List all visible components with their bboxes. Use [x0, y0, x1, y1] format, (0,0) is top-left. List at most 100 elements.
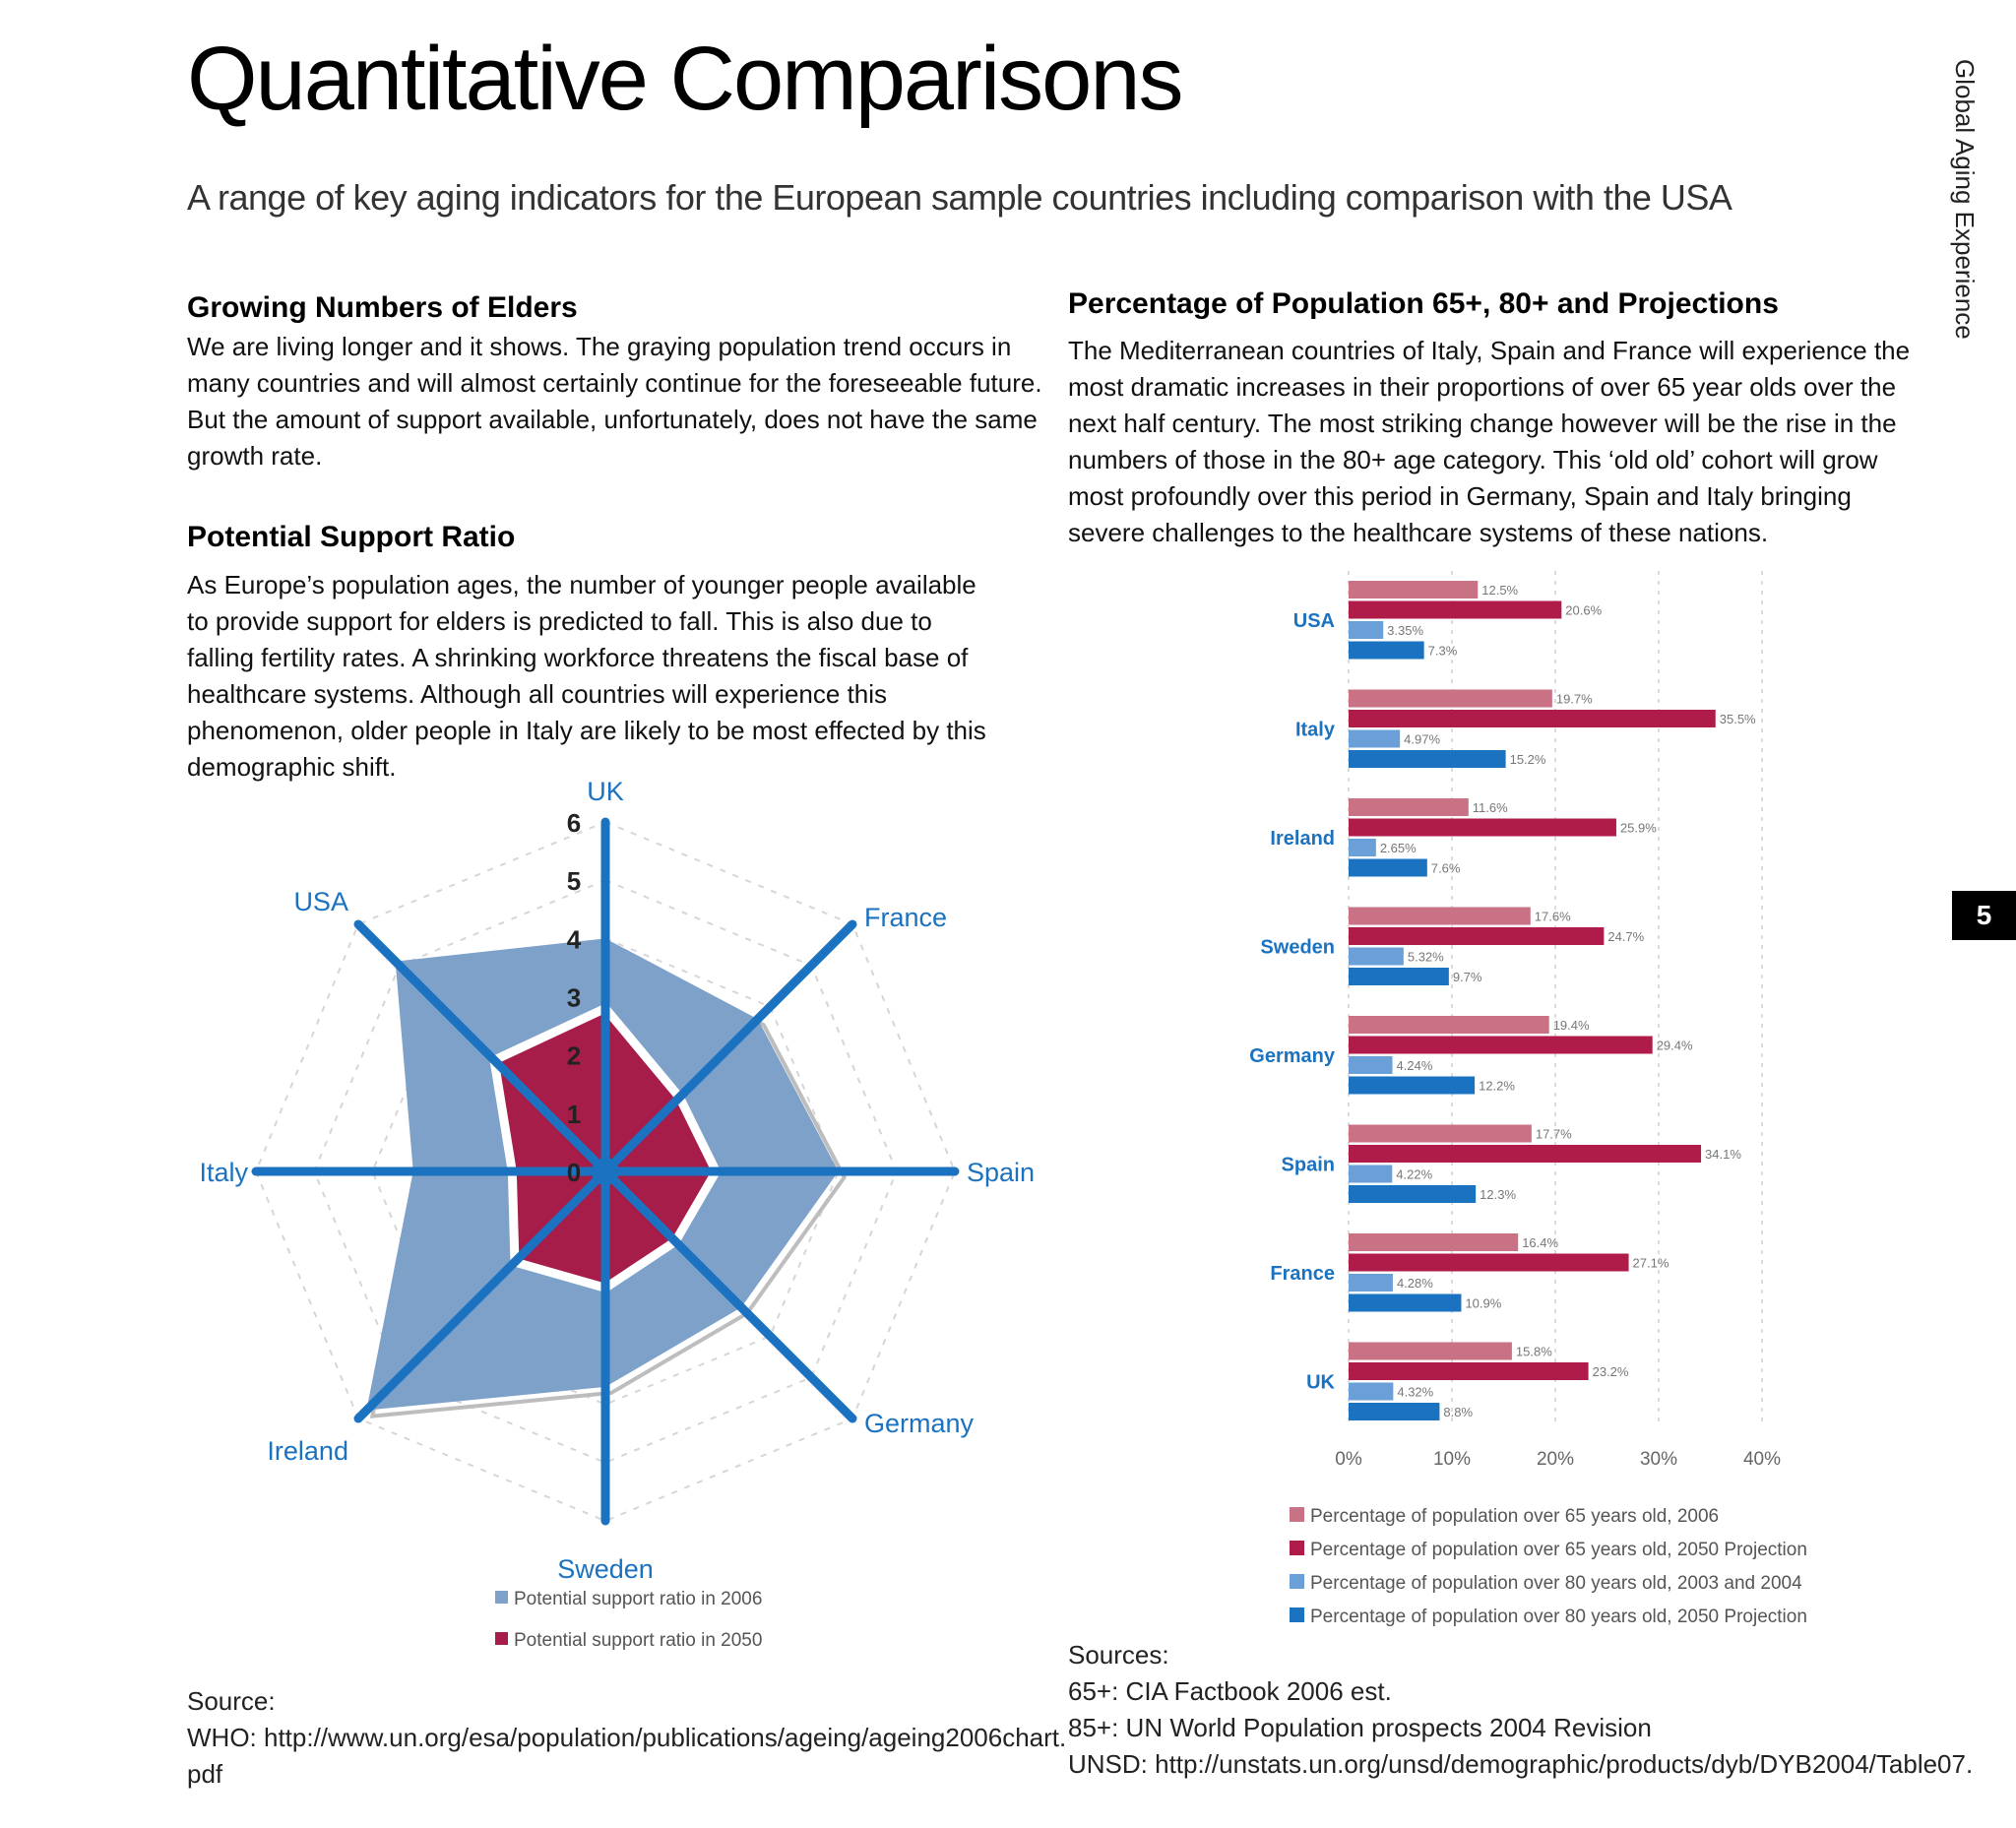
radar-legend-label-2: Potential support ratio in 2050: [514, 1630, 762, 1651]
bar-ireland-s3: [1349, 839, 1376, 856]
bar-label-usa-s3: 3.35%: [1387, 623, 1423, 638]
radar-tick-3: 3: [567, 983, 581, 1013]
radar-tick-4: 4: [567, 924, 582, 954]
page-number: 5: [1952, 891, 2016, 940]
left-source-label: Source:: [187, 1686, 276, 1716]
bar-label-spain-s1: 17.7%: [1536, 1127, 1572, 1142]
right-source2: 85+: UN World Population prospects 2004 …: [1068, 1713, 1652, 1742]
bar-france-s1: [1349, 1233, 1519, 1251]
bar-label-france-s3: 4.28%: [1397, 1276, 1433, 1291]
bar-xtick-1: 10%: [1433, 1449, 1471, 1470]
side-label-text: Global Aging Experience: [1950, 59, 1980, 340]
radar-tick-5: 5: [567, 866, 581, 896]
paragraph-support-ratio: As Europe’s population ages, the number …: [187, 570, 986, 782]
radar-label-usa: USA: [293, 887, 348, 916]
bar-usa-s1: [1349, 581, 1479, 599]
page-title: Quantitative Comparisons: [187, 29, 1183, 129]
bar-sweden-s2: [1349, 927, 1605, 945]
bar-label-uk-s3: 4.32%: [1397, 1385, 1433, 1400]
bar-france-s3: [1349, 1274, 1393, 1292]
bar-label-france-s2: 27.1%: [1633, 1256, 1670, 1271]
bar-category-uk: UK: [1306, 1372, 1335, 1394]
radar-axis-france: [600, 919, 857, 1176]
bar-category-france: France: [1270, 1263, 1335, 1285]
bar-chart: 0% 10% 20% 30% 40% USA 12.5% 20.6% 3.35% 7.3% Ital…: [1249, 571, 1807, 1627]
bar-label-usa-s1: 12.5%: [1481, 583, 1518, 598]
bar-spain-s2: [1349, 1145, 1702, 1163]
bar-sweden-s1: [1349, 907, 1531, 925]
bar-ireland-s1: [1349, 798, 1469, 816]
bar-label-spain-s2: 34.1%: [1705, 1147, 1741, 1162]
bar-label-uk-s2: 23.2%: [1593, 1364, 1629, 1379]
bar-ireland-s4: [1349, 858, 1427, 877]
page-subtitle: A range of key aging indicators for the …: [187, 177, 1732, 218]
bar-label-germany-s1: 19.4%: [1553, 1018, 1590, 1033]
bar-xtick-0: 0%: [1335, 1449, 1362, 1470]
bar-label-france-s1: 16.4%: [1522, 1235, 1558, 1250]
bar-label-ireland-s2: 25.9%: [1620, 821, 1657, 836]
bar-label-usa-s2: 20.6%: [1565, 603, 1602, 618]
bar-category-spain: Spain: [1282, 1155, 1335, 1176]
radar-axis-germany: [600, 1166, 857, 1423]
bar-label-sweden-s1: 17.6%: [1535, 910, 1571, 924]
radar-tick-1: 1: [567, 1100, 581, 1129]
paragraph-percentage: The Mediterranean countries of Italy, Sp…: [1068, 336, 1911, 547]
bar-category-ireland: Ireland: [1270, 828, 1335, 850]
bar-italy-s2: [1349, 710, 1716, 727]
bar-spain-s4: [1349, 1185, 1477, 1203]
bar-usa-s4: [1349, 641, 1424, 660]
bar-label-spain-s3: 4.22%: [1396, 1167, 1432, 1182]
bar-label-ireland-s4: 7.6%: [1431, 861, 1461, 876]
bar-legend-label-3: Percentage of population over 80 years o…: [1310, 1573, 1802, 1594]
side-label: Global Aging Experience: [1950, 59, 1993, 354]
bar-italy-s1: [1349, 689, 1552, 708]
radar-grid-ring: [254, 820, 957, 1523]
bar-xtick-3: 30%: [1640, 1449, 1677, 1470]
radar-legend-swatch-2: [495, 1632, 508, 1645]
bar-france-s4: [1349, 1293, 1462, 1312]
left-source-line2: pdf: [187, 1759, 223, 1789]
bar-spain-s3: [1349, 1165, 1393, 1183]
bar-legend-swatch-1: [1290, 1507, 1304, 1522]
radar-label-italy: Italy: [199, 1158, 248, 1187]
right-source3: UNSD: http://unstats.un.org/unsd/demogra…: [1068, 1749, 1974, 1779]
bar-germany-s1: [1349, 1016, 1549, 1034]
bar-label-italy-s1: 19.7%: [1556, 692, 1593, 707]
radar-legend-label-1: Potential support ratio in 2006: [514, 1589, 762, 1609]
radar-label-spain: Spain: [967, 1158, 1035, 1187]
bar-category-germany: Germany: [1249, 1045, 1336, 1067]
heading-support-ratio: Potential Support Ratio: [187, 521, 516, 553]
radar-label-sweden: Sweden: [557, 1554, 654, 1584]
bar-label-france-s4: 10.9%: [1465, 1296, 1501, 1311]
bar-germany-s3: [1349, 1056, 1393, 1074]
left-source-line1: WHO: http://www.un.org/esa/population/pu…: [187, 1723, 1067, 1752]
bar-legend-swatch-2: [1290, 1541, 1304, 1555]
bar-label-germany-s2: 29.4%: [1657, 1039, 1693, 1053]
radar-tick-6: 6: [567, 808, 581, 838]
radar-chart: 0 1 2 3 4 5 6UK France Spain Germany Sweden Ireland…: [199, 778, 1035, 1651]
radar-label-germany: Germany: [864, 1409, 975, 1438]
bar-germany-s4: [1349, 1076, 1476, 1095]
bar-usa-s3: [1349, 621, 1384, 639]
bar-uk-s3: [1349, 1382, 1394, 1401]
bar-label-italy-s2: 35.5%: [1720, 712, 1756, 726]
bar-label-ireland-s3: 2.65%: [1380, 841, 1417, 855]
bar-germany-s2: [1349, 1036, 1653, 1054]
radar-legend-swatch-1: [495, 1591, 508, 1604]
radar-tick-0: 0: [567, 1158, 581, 1187]
heading-percentage: Percentage of Population 65+, 80+ and Pr…: [1068, 287, 1779, 320]
bar-label-spain-s4: 12.3%: [1480, 1187, 1516, 1202]
radar-tick-2: 2: [567, 1041, 581, 1071]
right-source1: 65+: CIA Factbook 2006 est.: [1068, 1676, 1392, 1706]
heading-growing-numbers: Growing Numbers of Elders: [187, 291, 578, 324]
bar-xtick-4: 40%: [1743, 1449, 1781, 1470]
bar-label-uk-s1: 15.8%: [1516, 1345, 1552, 1359]
bar-usa-s2: [1349, 600, 1562, 619]
paragraph-growing-numbers: We are living longer and it shows. The g…: [187, 332, 1042, 471]
bar-uk-s4: [1349, 1403, 1440, 1420]
bar-sweden-s3: [1349, 947, 1404, 966]
radar-label-ireland: Ireland: [267, 1436, 348, 1466]
bar-label-germany-s4: 12.2%: [1479, 1079, 1515, 1094]
bar-legend-label-2: Percentage of population over 65 years o…: [1310, 1540, 1807, 1560]
bar-label-sweden-s3: 5.32%: [1408, 950, 1444, 965]
